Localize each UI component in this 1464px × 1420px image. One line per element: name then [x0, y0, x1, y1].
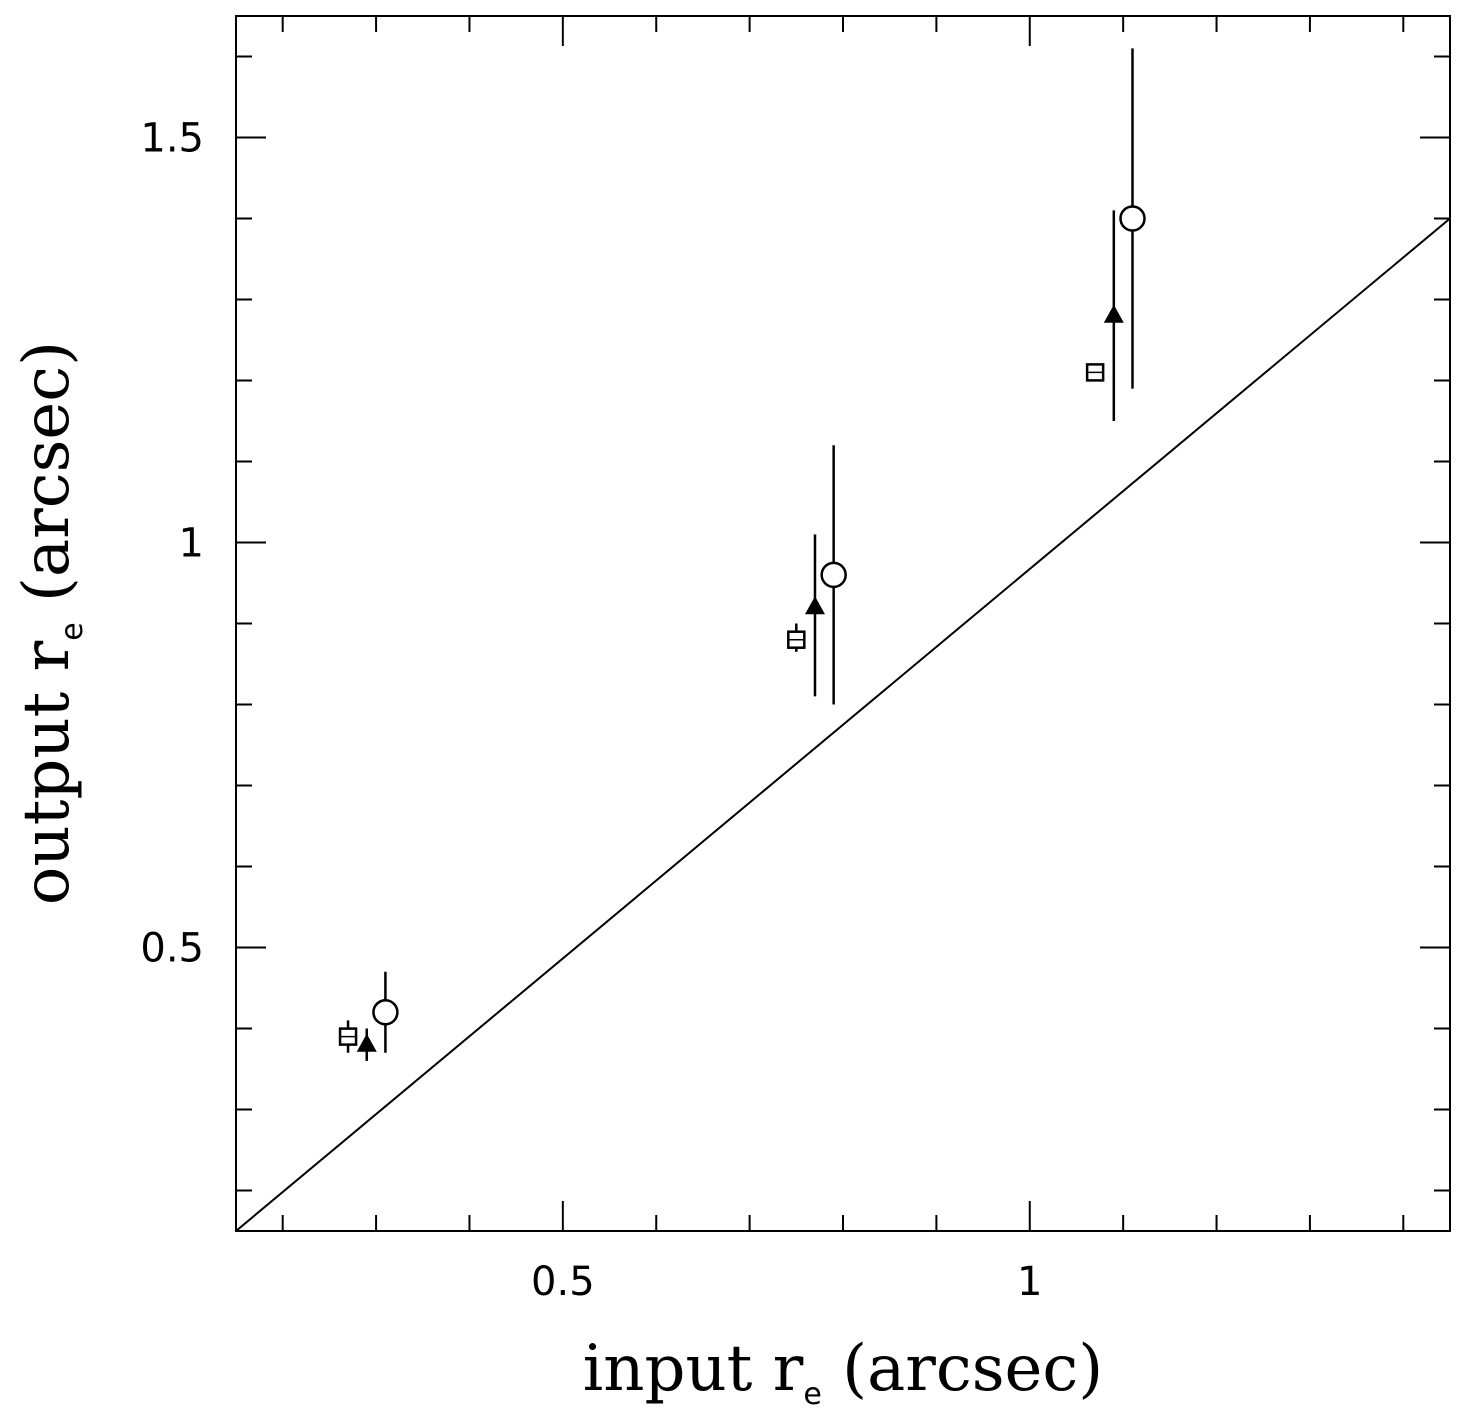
triangle-marker: [804, 596, 825, 615]
y-axis-title-unit: (arcsec): [10, 341, 84, 622]
data-points: [338, 48, 1146, 1061]
y-axis-title-subscript: e: [55, 622, 90, 640]
plot-frame: [235, 15, 1451, 1232]
x-axis-title-subscript: e: [803, 1377, 821, 1412]
y-axis-title-main: output r: [10, 640, 84, 905]
x-tick-label: 0.5: [531, 1259, 595, 1305]
axis-tick-labels: 0.5 1 0.5 1 1.5: [140, 116, 1042, 1306]
y-tick-label: 0.5: [140, 926, 204, 972]
x-axis-title: input re (arcsec): [583, 1332, 1103, 1412]
y-tick-label: 1: [179, 521, 204, 567]
y-axis-title: output re (arcsec): [10, 341, 90, 905]
x-axis-title-unit: (arcsec): [822, 1332, 1103, 1406]
circle-marker: [820, 561, 847, 589]
reference-line-group: [235, 217, 1451, 1232]
circle-marker: [372, 999, 399, 1026]
triangle-marker: [356, 1033, 377, 1052]
circle-marker: [1119, 205, 1146, 232]
x-tick-label: 1: [1017, 1259, 1042, 1305]
axis-ticks: [236, 16, 1450, 1231]
y-tick-label: 1.5: [140, 116, 204, 162]
triangle-marker: [1103, 304, 1124, 323]
x-axis-title-main: input r: [583, 1332, 804, 1406]
reference-line: [235, 217, 1451, 1232]
